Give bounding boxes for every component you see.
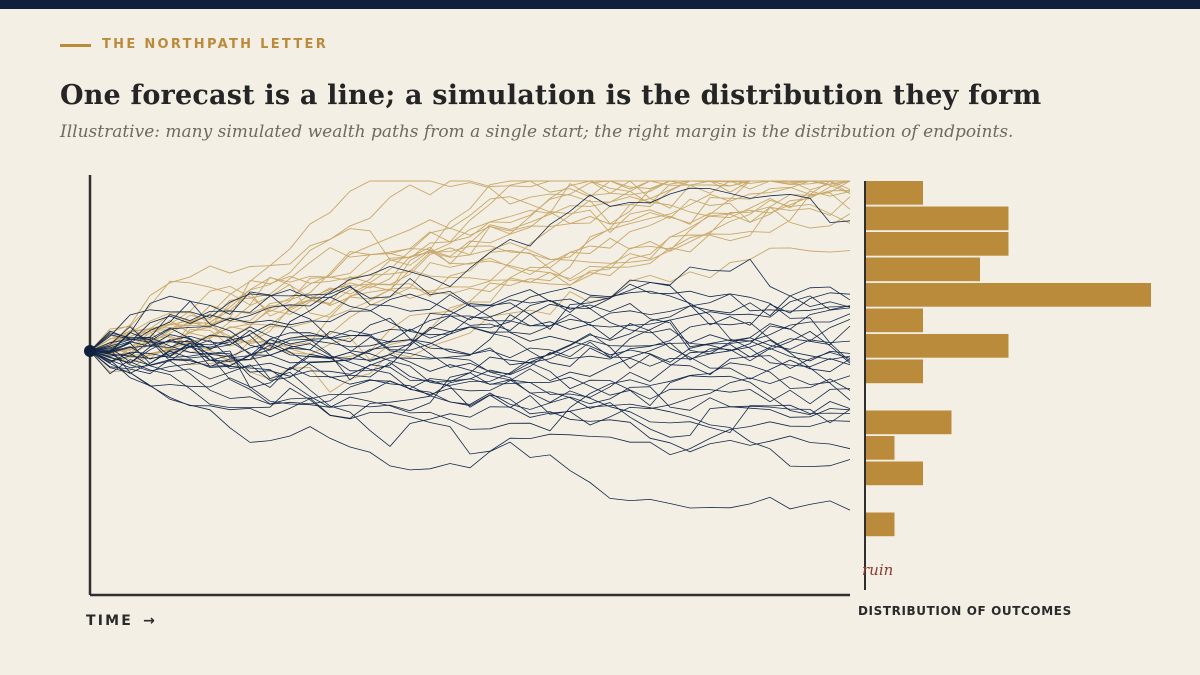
simulated-path bbox=[89, 319, 851, 412]
simulated-path bbox=[89, 321, 851, 405]
chart-title: One forecast is a line; a simulation is … bbox=[60, 80, 1042, 111]
publication-name: THE NORTHPATH LETTER bbox=[102, 37, 329, 52]
simulated-path bbox=[89, 180, 851, 352]
simulated-path bbox=[89, 180, 850, 364]
histogram-bar bbox=[866, 206, 1009, 231]
chart-subtitle: Illustrative: many simulated wealth path… bbox=[60, 122, 1014, 142]
simulated-path bbox=[89, 283, 851, 362]
histogram-bar bbox=[866, 512, 895, 537]
histogram-bar bbox=[866, 232, 1009, 256]
simulated-path bbox=[89, 190, 851, 360]
x-axis-label-text: TIME bbox=[86, 613, 134, 629]
histogram-bar bbox=[866, 359, 923, 384]
simulated-path bbox=[89, 317, 851, 362]
histogram-bar bbox=[866, 283, 1151, 307]
histogram-bar bbox=[866, 308, 923, 333]
histogram-bar bbox=[866, 410, 952, 435]
simulated-path bbox=[89, 348, 851, 432]
histogram-bar bbox=[866, 334, 1009, 358]
simulated-path bbox=[89, 336, 851, 405]
histogram-bar bbox=[866, 461, 923, 486]
histogram-bar bbox=[866, 181, 923, 205]
simulated-path bbox=[89, 293, 851, 377]
histogram-label: DISTRIBUTION OF OUTCOMES bbox=[858, 604, 1072, 618]
x-axis-label: TIME → bbox=[86, 613, 155, 629]
simulated-path bbox=[89, 180, 851, 352]
x-axis-arrow: → bbox=[143, 613, 155, 629]
histogram-bar bbox=[866, 257, 980, 282]
simulated-path bbox=[89, 187, 851, 352]
simulated-path bbox=[89, 282, 851, 375]
simulated-path bbox=[89, 337, 851, 418]
simulated-path bbox=[89, 332, 851, 416]
simulated-path bbox=[89, 277, 851, 363]
simulated-path bbox=[89, 330, 851, 418]
ruin-annotation: ruin bbox=[862, 561, 894, 579]
simulated-path bbox=[89, 180, 850, 355]
simulated-path bbox=[89, 258, 851, 381]
simulated-path bbox=[89, 332, 851, 447]
simulated-paths bbox=[89, 180, 851, 511]
simulated-path bbox=[89, 247, 851, 393]
simulated-path bbox=[89, 180, 851, 363]
simulated-path bbox=[89, 286, 851, 368]
simulated-path bbox=[89, 180, 850, 373]
simulated-path bbox=[89, 339, 851, 453]
simulated-path bbox=[89, 323, 851, 468]
simulated-path bbox=[89, 180, 850, 352]
start-point bbox=[84, 345, 96, 357]
top-accent-bar bbox=[0, 0, 1200, 9]
simulated-path bbox=[89, 295, 851, 386]
histogram-bar bbox=[866, 436, 895, 460]
outcome-histogram bbox=[866, 181, 1151, 537]
simulated-path bbox=[89, 180, 851, 352]
simulated-path bbox=[89, 180, 851, 352]
kicker-rule bbox=[60, 44, 91, 47]
simulated-path bbox=[89, 180, 850, 366]
simulated-path bbox=[89, 330, 851, 438]
simulated-path bbox=[89, 295, 851, 367]
simulated-path bbox=[89, 347, 851, 456]
simulated-path bbox=[89, 350, 851, 511]
